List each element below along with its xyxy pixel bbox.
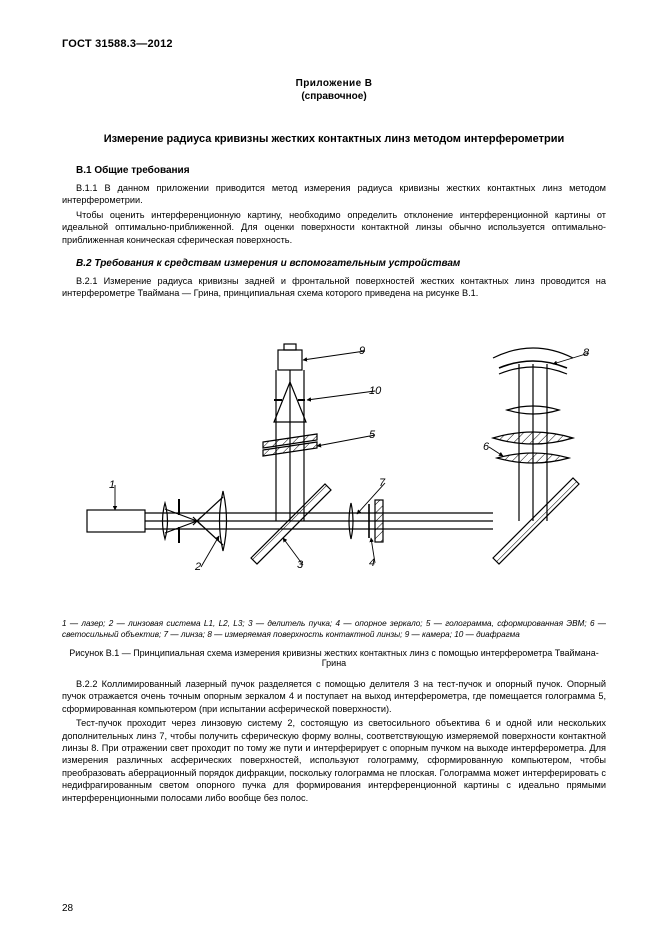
svg-text:3: 3	[297, 559, 304, 571]
svg-text:7: 7	[379, 477, 386, 489]
para-text: Коллимированный лазерный пучок разделяет…	[62, 679, 606, 714]
page-number: 28	[62, 903, 73, 914]
para-num: В.2.2	[62, 679, 97, 689]
annex-status: (справочное)	[62, 91, 606, 102]
page-title: Измерение радиуса кривизны жестких конта…	[62, 132, 606, 147]
heading-b1: В.1 Общие требования	[76, 165, 606, 176]
annex-letter: Приложение В	[62, 78, 606, 89]
para-text: Тест-пучок проходит через линзовую систе…	[62, 717, 606, 804]
heading-b2: В.2 Требования к средствам измерения и в…	[76, 258, 606, 269]
para-text: Измерение радиуса кривизны задней и фрон…	[62, 276, 606, 298]
standard-code: ГОСТ 31588.3—2012	[62, 38, 606, 50]
figure-legend: 1 — лазер; 2 — линзовая система L1, L2, …	[62, 618, 606, 640]
svg-text:5: 5	[369, 429, 376, 441]
svg-text:10: 10	[369, 385, 382, 397]
para-text: В данном приложении приводится метод изм…	[62, 183, 606, 205]
svg-text:1: 1	[109, 479, 115, 491]
svg-text:2: 2	[194, 561, 201, 573]
figure-caption: Рисунок В.1 — Принципиальная схема измер…	[62, 648, 606, 668]
svg-text:6: 6	[483, 441, 490, 453]
svg-text:9: 9	[359, 345, 365, 357]
svg-text:4: 4	[369, 557, 375, 569]
para-num: В.2.1	[62, 276, 97, 286]
para-num: В.1.1	[62, 183, 97, 193]
figure-b1-diagram: 1 2 3 4 5 6 7 8 9 10	[69, 310, 599, 610]
svg-text:8: 8	[583, 347, 590, 359]
para-text: Чтобы оценить интерференционную картину,…	[62, 209, 606, 246]
